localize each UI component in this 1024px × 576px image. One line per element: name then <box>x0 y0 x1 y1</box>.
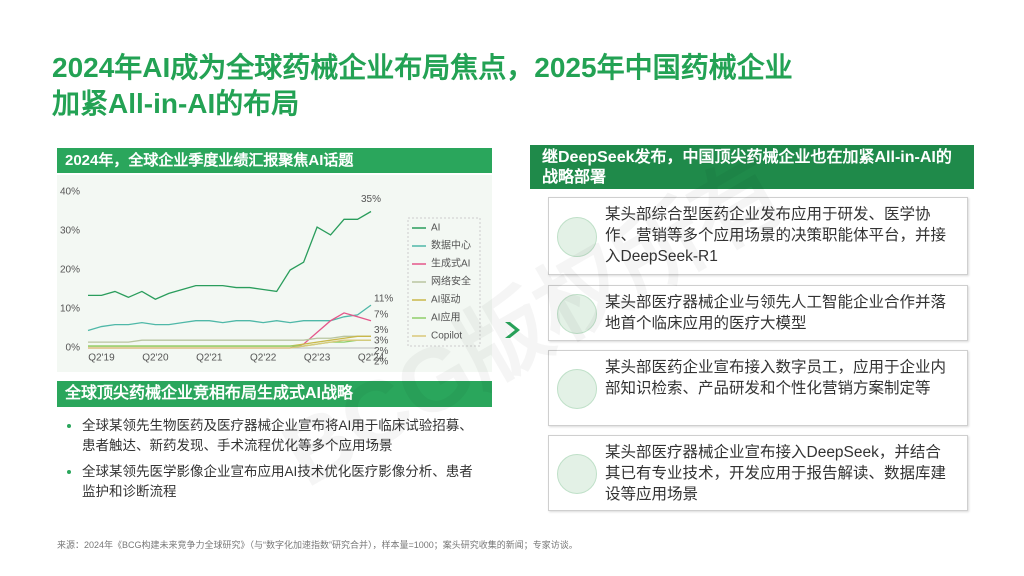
card-text: 某头部医疗器械企业宣布接入DeepSeek，并结合其已有专业技术，开发应用于报告… <box>605 444 947 503</box>
card: 某头部医疗器械企业宣布接入DeepSeek，并结合其已有专业技术，开发应用于报告… <box>548 435 968 511</box>
data-label: 7% <box>374 309 389 320</box>
strategy-title: 全球顶尖药械企业竞相布局生成式AI战略 <box>57 381 492 407</box>
strategy-bullets: 全球某领先生物医药及医疗器械企业宣布将AI用于临床试验招募、患者触达、新药发现、… <box>60 416 485 508</box>
legend-label: AI驱动 <box>431 294 460 306</box>
legend-label: 数据中心 <box>431 239 471 252</box>
card-text: 某头部综合型医药企业发布应用于研发、医学协作、营销等多个应用场景的决策职能体平台… <box>605 206 947 265</box>
series-line <box>88 339 371 349</box>
legend-label: Copilot <box>431 331 462 342</box>
card: 某头部综合型医药企业发布应用于研发、医学协作、营销等多个应用场景的决策职能体平台… <box>548 197 968 275</box>
series-line <box>88 210 372 300</box>
y-tick-label: 40% <box>60 187 80 198</box>
icon <box>557 217 597 257</box>
legend-label: AI <box>431 223 440 234</box>
card-text: 某头部医药企业宣布接入数字员工，应用于企业内部知识检索、产品研发和个性化营销方案… <box>605 359 947 397</box>
icon <box>557 454 597 494</box>
data-label: 2% <box>374 356 389 367</box>
data-label: 3% <box>374 335 389 346</box>
chart-title: 2024年，全球企业季度业绩汇报聚焦AI话题 <box>57 148 492 173</box>
x-tick-label: Q2'24 <box>358 353 385 364</box>
series-line <box>87 304 372 332</box>
icon <box>557 369 597 409</box>
card-text: 某头部医疗器械企业与领先人工智能企业合作并落地首个临床应用的医疗大模型 <box>605 294 947 332</box>
legend-box <box>407 217 481 347</box>
x-tick-label: Q2'21 <box>196 353 223 364</box>
data-label: 3% <box>374 325 389 336</box>
y-tick-label: 20% <box>60 265 80 276</box>
bullet: 全球某领先生物医药及医疗器械企业宣布将AI用于临床试验招募、患者触达、新药发现、… <box>82 416 485 456</box>
china-title: 继DeepSeek发布，中国顶尖药械企业也在加紧All-in-AI的战略部署 <box>530 145 974 189</box>
series-line <box>88 335 371 343</box>
chart-panel <box>57 175 492 372</box>
legend-label: 生成式AI <box>431 257 470 270</box>
data-label: 35% <box>361 194 381 205</box>
slide-title: 2024年AI成为全球药械企业布局焦点，2025年中国药械企业 加紧All-in… <box>52 50 793 122</box>
title-line: 2024年AI成为全球药械企业布局焦点，2025年中国药械企业 <box>52 52 793 83</box>
legend-label: 网络安全 <box>431 275 471 288</box>
data-label: 2% <box>374 346 389 357</box>
x-tick-label: Q2'20 <box>142 353 169 364</box>
chevron <box>505 322 520 338</box>
y-tick-label: 0% <box>66 343 81 354</box>
card: 某头部医药企业宣布接入数字员工，应用于企业内部知识检索、产品研发和个性化营销方案… <box>548 350 968 426</box>
bullet: 全球某领先医学影像企业宣布应用AI技术优化医疗影像分析、患者监护和诊断流程 <box>82 462 485 502</box>
legend-label: AI应用 <box>431 311 460 324</box>
icon <box>557 294 597 334</box>
y-tick-label: 30% <box>60 226 80 237</box>
y-tick-label: 10% <box>60 304 80 315</box>
x-tick-label: Q2'23 <box>304 353 331 364</box>
data-label: 11% <box>374 294 393 305</box>
title-line: 加紧All-in-AI的布局 <box>52 88 300 119</box>
x-tick-label: Q2'22 <box>250 353 277 364</box>
card: 某头部医疗器械企业与领先人工智能企业合作并落地首个临床应用的医疗大模型 <box>548 285 968 341</box>
source: 来源：2024年《BCG构建未来竞争力全球研究》（与“数字化加速指数”研究合并）… <box>57 540 578 550</box>
x-tick-label: Q2'19 <box>88 353 115 364</box>
